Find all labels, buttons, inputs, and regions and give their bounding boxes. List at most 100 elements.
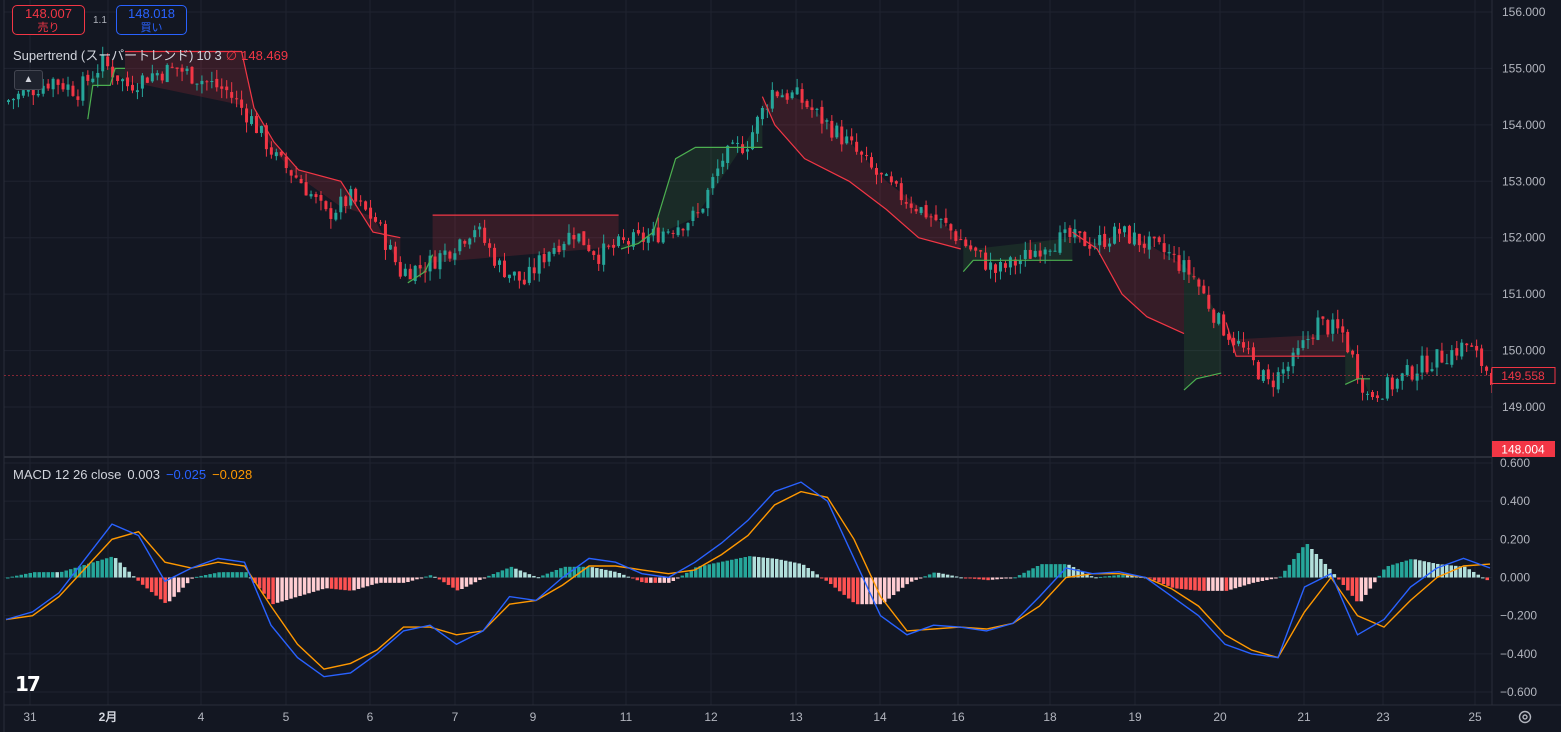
- tradingview-logo-icon[interactable]: 17: [15, 672, 41, 696]
- macd-histogram-bar: [846, 577, 851, 599]
- candle-body: [1142, 243, 1146, 248]
- candle-body: [805, 100, 809, 108]
- macd-histogram-bar: [77, 566, 82, 578]
- candle-body: [1212, 309, 1216, 323]
- macd-histogram-bar: [397, 577, 401, 583]
- macd-tick-label: −0.400: [1500, 647, 1537, 661]
- chevron-up-icon[interactable]: ▲: [14, 70, 43, 90]
- macd-histogram-bar: [37, 572, 41, 578]
- macd-histogram-bar: [1098, 576, 1103, 578]
- macd-histogram-bar: [1112, 575, 1116, 578]
- macd-tick-label: −0.200: [1500, 609, 1537, 623]
- price-tick-label: 151.000: [1502, 287, 1546, 301]
- candle-body: [691, 210, 695, 222]
- candle-body: [46, 83, 50, 89]
- supertrend-no-value-icon: ∅: [225, 48, 238, 63]
- macd-histogram-bar: [527, 574, 532, 578]
- candle-body: [1192, 276, 1196, 278]
- candle-body: [1033, 250, 1037, 257]
- macd-histogram-bar: [541, 575, 545, 578]
- macd-histogram-bar: [437, 577, 442, 580]
- candle-body: [1013, 259, 1017, 266]
- macd-axis[interactable]: −0.600 −0.400 −0.200 0.000 0.200 0.400 0.600: [1500, 456, 1537, 699]
- macd-histogram-bar: [1121, 575, 1125, 578]
- macd-histogram-bar: [815, 574, 819, 578]
- candle-body: [1098, 234, 1102, 246]
- candle-body: [324, 201, 328, 210]
- macd-histogram-bar: [19, 574, 23, 578]
- macd-histogram-bar: [1350, 577, 1355, 596]
- candle-body: [998, 261, 1002, 272]
- time-tick-label: 19: [1128, 710, 1142, 724]
- candle-body: [904, 202, 908, 204]
- macd-legend[interactable]: MACD 12 26 close 0.003 −0.025 −0.028: [13, 467, 252, 482]
- candle-body: [443, 250, 447, 255]
- macd-histogram-bar: [1247, 577, 1251, 585]
- macd-histogram-bar: [284, 577, 289, 601]
- macd-histogram-bar: [163, 577, 167, 603]
- macd-histogram-bar: [819, 577, 824, 579]
- candle-body: [1380, 398, 1384, 400]
- time-axis[interactable]: 31 2月 4 5 6 7 9 11 12 13 14 16 18 19 20 21 23 25: [23, 710, 1482, 724]
- macd-histogram-bar: [1242, 577, 1247, 586]
- macd-histogram-bar: [212, 573, 217, 578]
- candle-body: [750, 132, 754, 150]
- candle-body: [41, 85, 45, 94]
- candle-body: [220, 86, 224, 89]
- candle-body: [1460, 342, 1464, 357]
- candle-body: [433, 256, 437, 269]
- candle-body: [1028, 249, 1032, 259]
- candle-body: [845, 136, 849, 144]
- macd-histogram-bar: [1463, 566, 1467, 578]
- macd-histogram-bar: [1161, 577, 1166, 585]
- supertrend-legend[interactable]: Supertrend (スーパートレンド) 10 3 ∅ 148.469: [13, 45, 288, 64]
- macd-histogram-bar: [433, 576, 437, 578]
- macd-histogram-bar: [514, 568, 518, 578]
- macd-histogram-bar: [289, 577, 293, 599]
- macd-histogram-bar: [810, 571, 815, 578]
- macd-histogram-bar: [1175, 577, 1179, 589]
- candle-body: [1420, 355, 1424, 373]
- candle-body: [1177, 255, 1181, 271]
- macd-histogram-bar: [968, 577, 972, 579]
- candle-body: [284, 156, 288, 169]
- macd-histogram-bar: [1472, 571, 1476, 578]
- macd-histogram-bar: [1346, 577, 1350, 591]
- candle-body: [1455, 348, 1459, 356]
- macd-histogram-bar: [113, 558, 118, 578]
- macd-histogram-bar: [936, 572, 941, 578]
- macd-histogram-bar: [1269, 577, 1274, 580]
- macd-histogram-bar: [1103, 576, 1107, 578]
- macd-histogram-bar: [581, 566, 586, 578]
- time-tick-label: 31: [23, 710, 37, 724]
- candle-body: [483, 227, 487, 243]
- macd-histogram-bar: [748, 556, 752, 578]
- macd-histogram-bar: [149, 577, 154, 593]
- candle-body: [448, 251, 452, 259]
- macd-histogram-bar: [1440, 564, 1445, 578]
- macd-histogram-bar: [91, 562, 95, 578]
- candle-body: [721, 160, 725, 167]
- candle-body: [870, 157, 874, 168]
- macd-histogram-bar: [927, 574, 932, 578]
- price-axis[interactable]: 149.000 150.000 151.000 152.000 153.000 154.0…: [1502, 5, 1546, 414]
- buy-button[interactable]: 148.018 買い: [116, 5, 187, 35]
- candle-body: [418, 265, 422, 269]
- macd-histogram-bar: [864, 577, 869, 605]
- macd-histogram-bar: [221, 572, 226, 578]
- sell-button[interactable]: 148.007 売り: [12, 5, 85, 35]
- candle-body: [1043, 249, 1047, 255]
- macd-histogram-bar: [203, 575, 208, 578]
- macd-line-value: −0.025: [165, 467, 207, 482]
- macd-histogram-bar: [1332, 574, 1337, 578]
- gear-icon[interactable]: [1517, 709, 1533, 725]
- macd-histogram-bar: [352, 577, 356, 591]
- candle-body: [825, 120, 829, 122]
- macd-histogram-bar: [500, 570, 505, 578]
- candle-body: [671, 232, 675, 234]
- macd-histogram-bar: [887, 577, 891, 599]
- candle-body: [899, 183, 903, 201]
- candle-body: [383, 223, 387, 250]
- candle-body: [1261, 370, 1265, 381]
